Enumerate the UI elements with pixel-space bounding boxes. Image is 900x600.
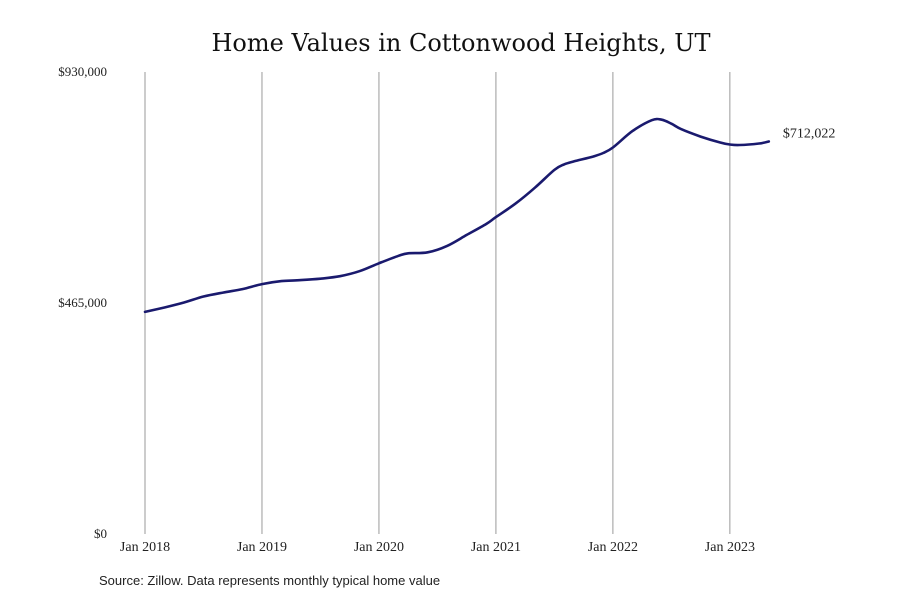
x-tick-label: Jan 2023: [705, 540, 755, 555]
x-tick-label: Jan 2018: [120, 540, 170, 555]
x-tick-label: Jan 2020: [354, 540, 404, 555]
y-tick-label: $930,000: [58, 64, 107, 79]
vertical-gridlines: [144, 72, 731, 534]
x-tick-label: Jan 2022: [588, 540, 638, 555]
x-tick-label: Jan 2021: [471, 540, 521, 555]
x-tick-label: Jan 2019: [237, 540, 287, 555]
y-tick-label: $0: [94, 526, 107, 541]
series-line: [143, 117, 771, 314]
chart-title: Home Values in Cottonwood Heights, UT: [212, 29, 711, 57]
end-value-label: $712,022: [783, 127, 836, 142]
y-tick-label: $465,000: [58, 295, 107, 310]
y-axis-ticks: $0 $465,000 $930,000: [58, 64, 107, 541]
source-note: Source: Zillow. Data represents monthly …: [99, 573, 440, 588]
x-axis-ticks: Jan 2018 Jan 2019 Jan 2020 Jan 2021 Jan 2022…: [120, 540, 755, 555]
